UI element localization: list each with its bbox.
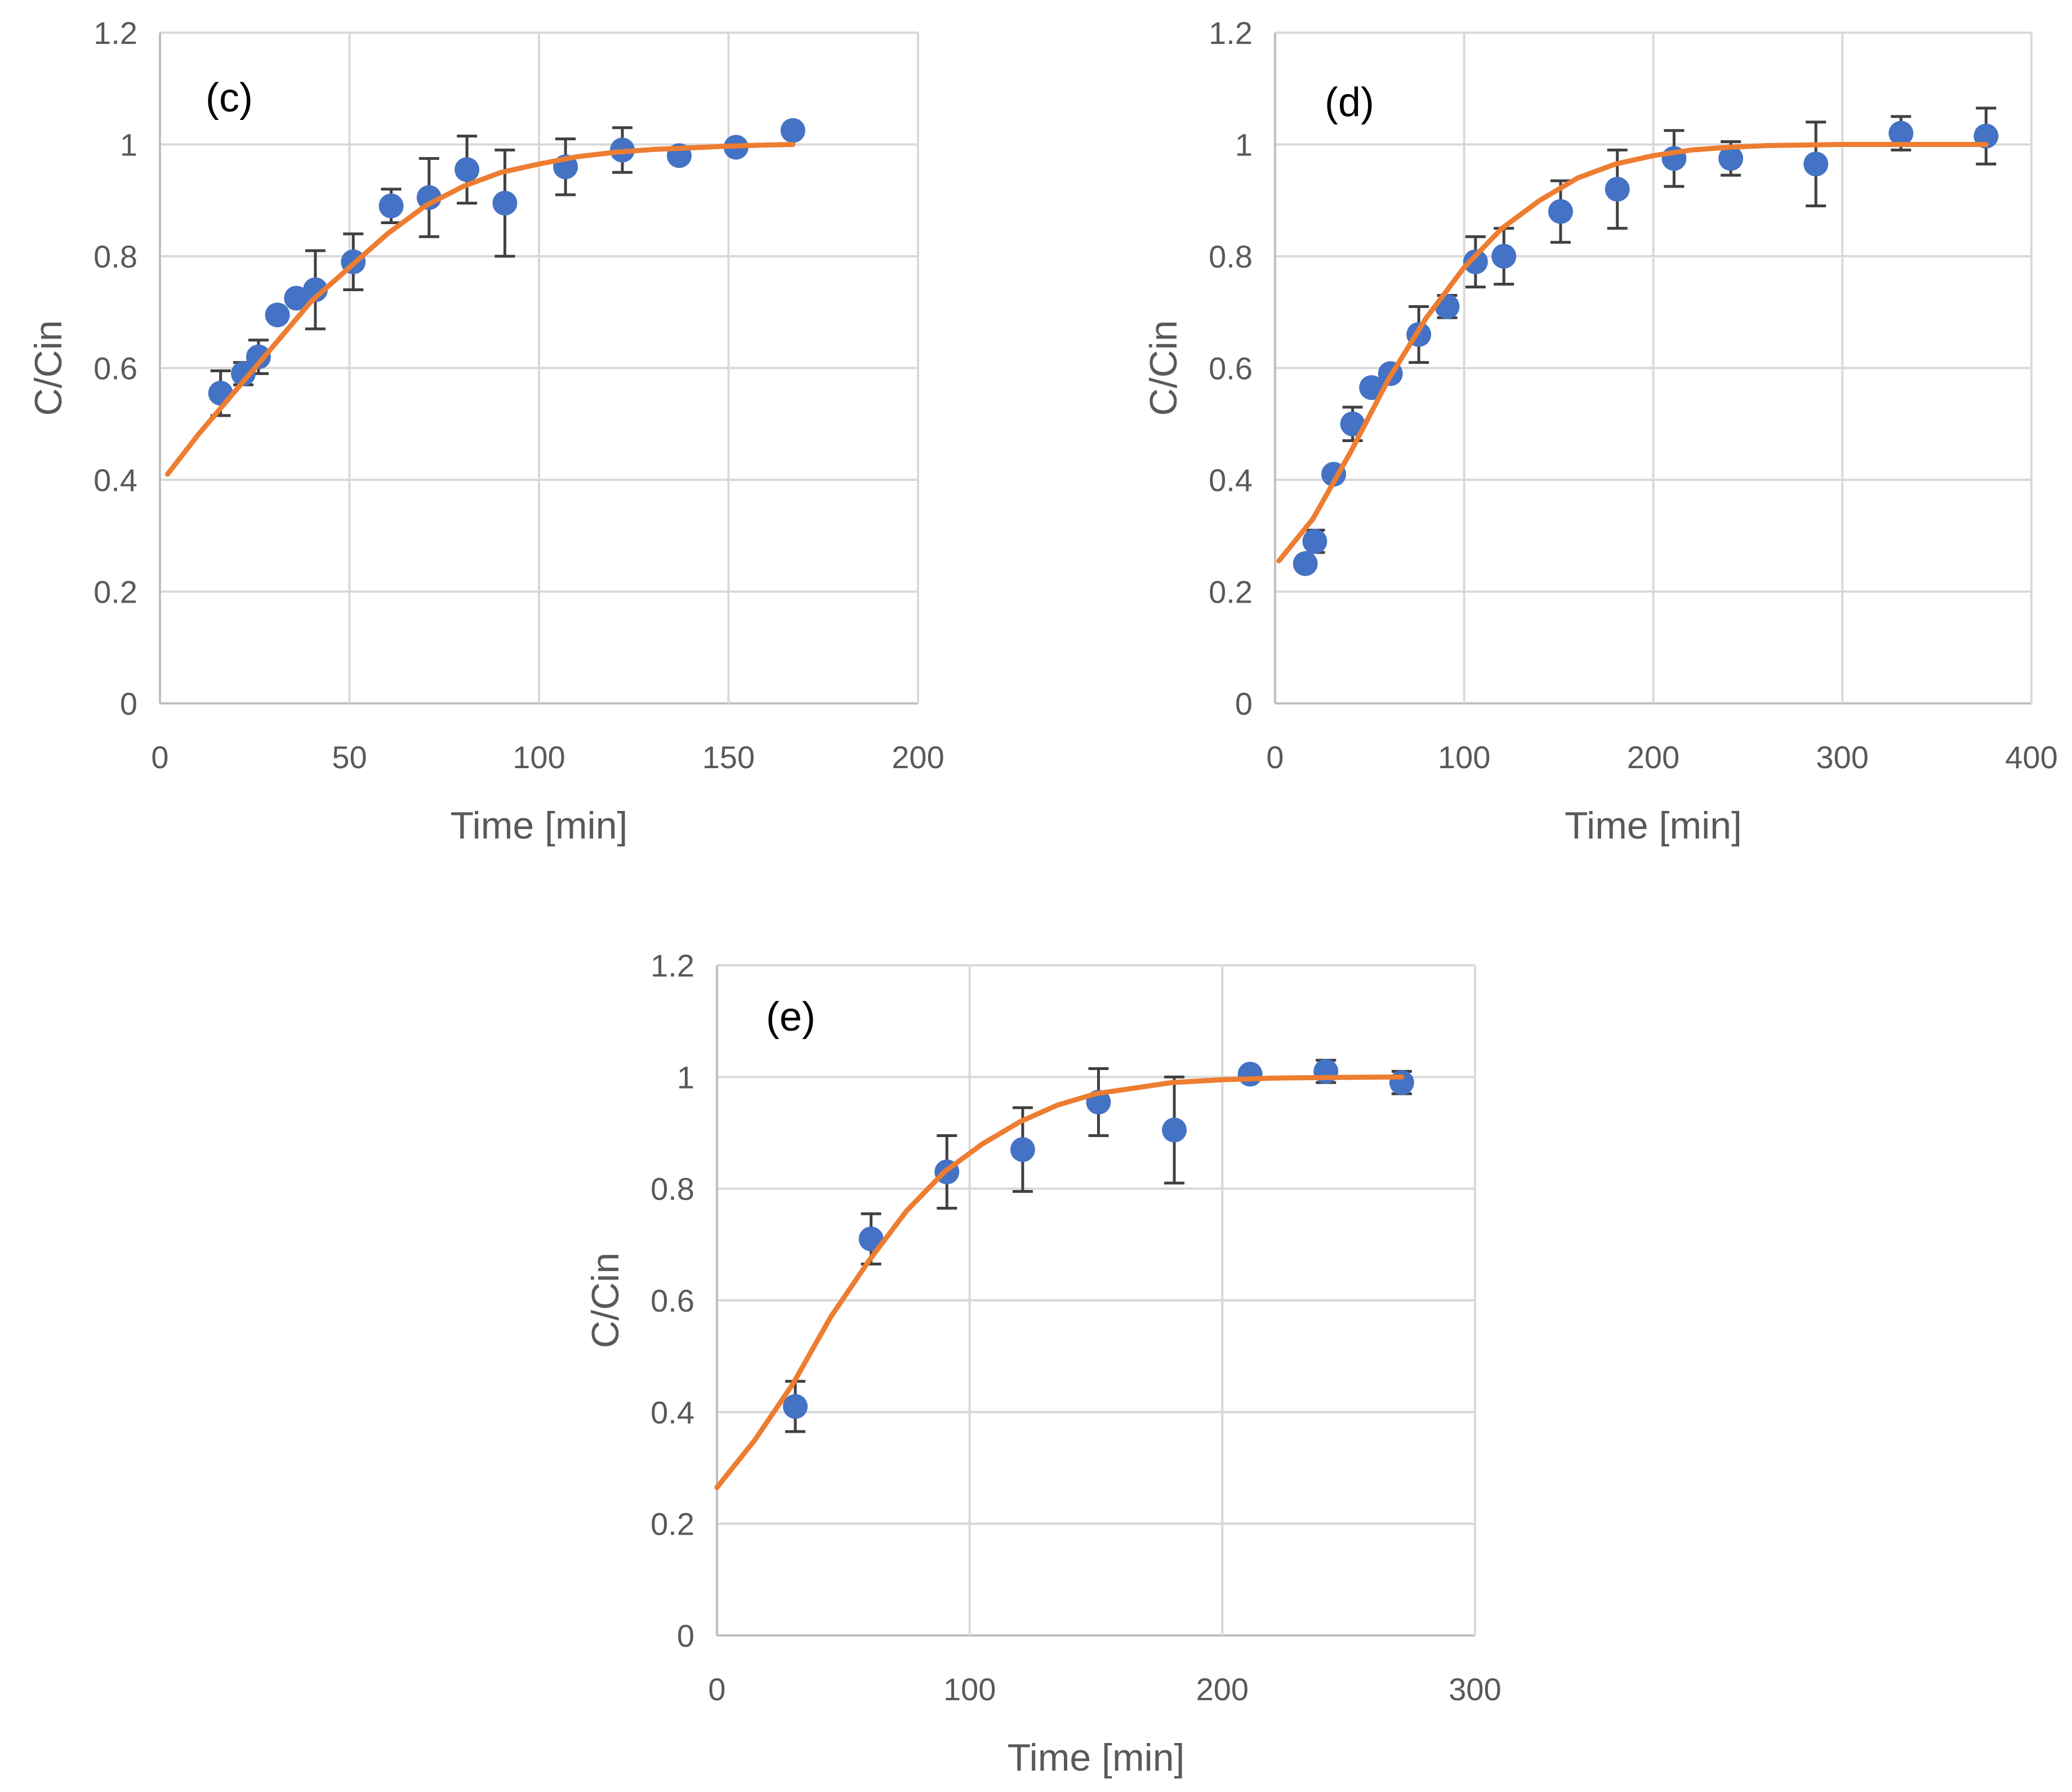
data-point: [1293, 551, 1318, 576]
y-tick-label: 0.6: [650, 1283, 694, 1318]
x-tick-label: 0: [151, 739, 168, 775]
y-axis-label: C/Cin: [27, 320, 70, 416]
error-bars: [210, 123, 803, 417]
y-tick-label: 0.2: [1209, 574, 1253, 610]
x-tick-label: 200: [1627, 739, 1679, 775]
y-tick-label: 1: [120, 127, 137, 163]
y-axis-label: C/Cin: [1142, 320, 1185, 416]
data-point: [454, 157, 480, 182]
gridlines: [716, 964, 1476, 1637]
y-tick-label: 1.2: [650, 948, 694, 983]
panel-label: (c): [206, 75, 253, 121]
data-point: [246, 344, 271, 369]
panel-label: (e): [766, 995, 816, 1040]
data-point: [1888, 121, 1914, 146]
x-tick-label: 100: [943, 1671, 996, 1707]
data-point: [416, 185, 442, 210]
data-point: [231, 361, 256, 386]
x-tick-label: 300: [1816, 739, 1869, 775]
y-tick-label: 0.8: [650, 1171, 694, 1207]
x-axis-label: Time [min]: [1008, 1736, 1185, 1779]
y-tick-label: 1.2: [93, 15, 137, 51]
data-point: [1010, 1137, 1035, 1162]
x-tick-label: 0: [708, 1671, 725, 1707]
chart-panel-3: 0 0.2 0.4 0.6 0.8 1 1.2 0 100 200 300 Time [min] C/C…: [584, 948, 1501, 1779]
chart-panel-2: 0 0.2 0.4 0.6 0.8 1 1.2 0 100 200 300 400 Time [min]…: [1142, 15, 2058, 847]
data-point: [1491, 244, 1517, 269]
data-point: [1605, 176, 1630, 202]
data-point: [1548, 199, 1573, 224]
x-tick-label: 200: [1196, 1671, 1249, 1707]
x-tick-label: 50: [332, 739, 367, 775]
chart-panel-1: 0 0.2 0.4 0.6 0.8 1 1.2 0 50 100 150 200 Time [min] C…: [27, 15, 944, 847]
fit-curve: [714, 1074, 1405, 1490]
y-tick-label: 0: [120, 686, 137, 721]
x-tick-label: 200: [892, 739, 944, 775]
data-point: [1389, 1070, 1414, 1095]
y-tick-label: 1: [677, 1059, 694, 1095]
data-point: [1340, 411, 1365, 436]
data-point: [492, 190, 518, 216]
data-point: [1302, 529, 1327, 554]
data-point: [1237, 1062, 1263, 1087]
x-tick-label: 150: [702, 739, 755, 775]
data-point: [1359, 375, 1384, 400]
y-tick-label: 0.8: [93, 239, 137, 274]
data-points: [783, 1059, 1414, 1419]
data-point: [1162, 1117, 1187, 1143]
data-point: [1803, 151, 1829, 177]
data-point: [302, 277, 328, 302]
y-tick-label: 0.4: [93, 462, 137, 498]
data-point: [780, 118, 805, 143]
fit-curve: [164, 142, 796, 477]
y-tick-label: 0.2: [650, 1506, 694, 1542]
data-points: [1293, 121, 1999, 576]
x-tick-label: 100: [513, 739, 565, 775]
y-tick-label: 0: [677, 1618, 694, 1653]
data-point: [783, 1394, 808, 1419]
x-tick-label: 0: [1266, 739, 1284, 775]
data-point: [265, 302, 290, 328]
y-tick-label: 0.8: [1209, 239, 1253, 274]
y-tick-label: 1: [1235, 127, 1253, 163]
y-tick-label: 0.6: [1209, 351, 1253, 386]
x-tick-label: 400: [2005, 739, 2057, 775]
x-axis-label: Time [min]: [451, 804, 628, 847]
data-point: [858, 1226, 884, 1251]
y-tick-label: 0.6: [93, 351, 137, 386]
panel-label: (d): [1325, 80, 1374, 125]
data-points: [208, 118, 805, 406]
data-point: [1718, 146, 1744, 171]
y-tick-label: 1.2: [1209, 15, 1253, 51]
x-axis-label: Time [min]: [1565, 804, 1742, 847]
data-point: [1463, 249, 1488, 274]
data-point: [378, 193, 404, 219]
y-tick-label: 0.4: [650, 1394, 694, 1430]
y-axis-label: C/Cin: [584, 1252, 627, 1348]
data-point: [284, 286, 309, 311]
y-tick-label: 0.2: [93, 574, 137, 610]
y-tick-label: 0.4: [1209, 462, 1253, 498]
x-tick-label: 100: [1438, 739, 1490, 775]
y-tick-label: 0: [1235, 686, 1253, 721]
x-tick-label: 300: [1449, 1671, 1501, 1707]
fit-curve: [1276, 142, 1989, 564]
